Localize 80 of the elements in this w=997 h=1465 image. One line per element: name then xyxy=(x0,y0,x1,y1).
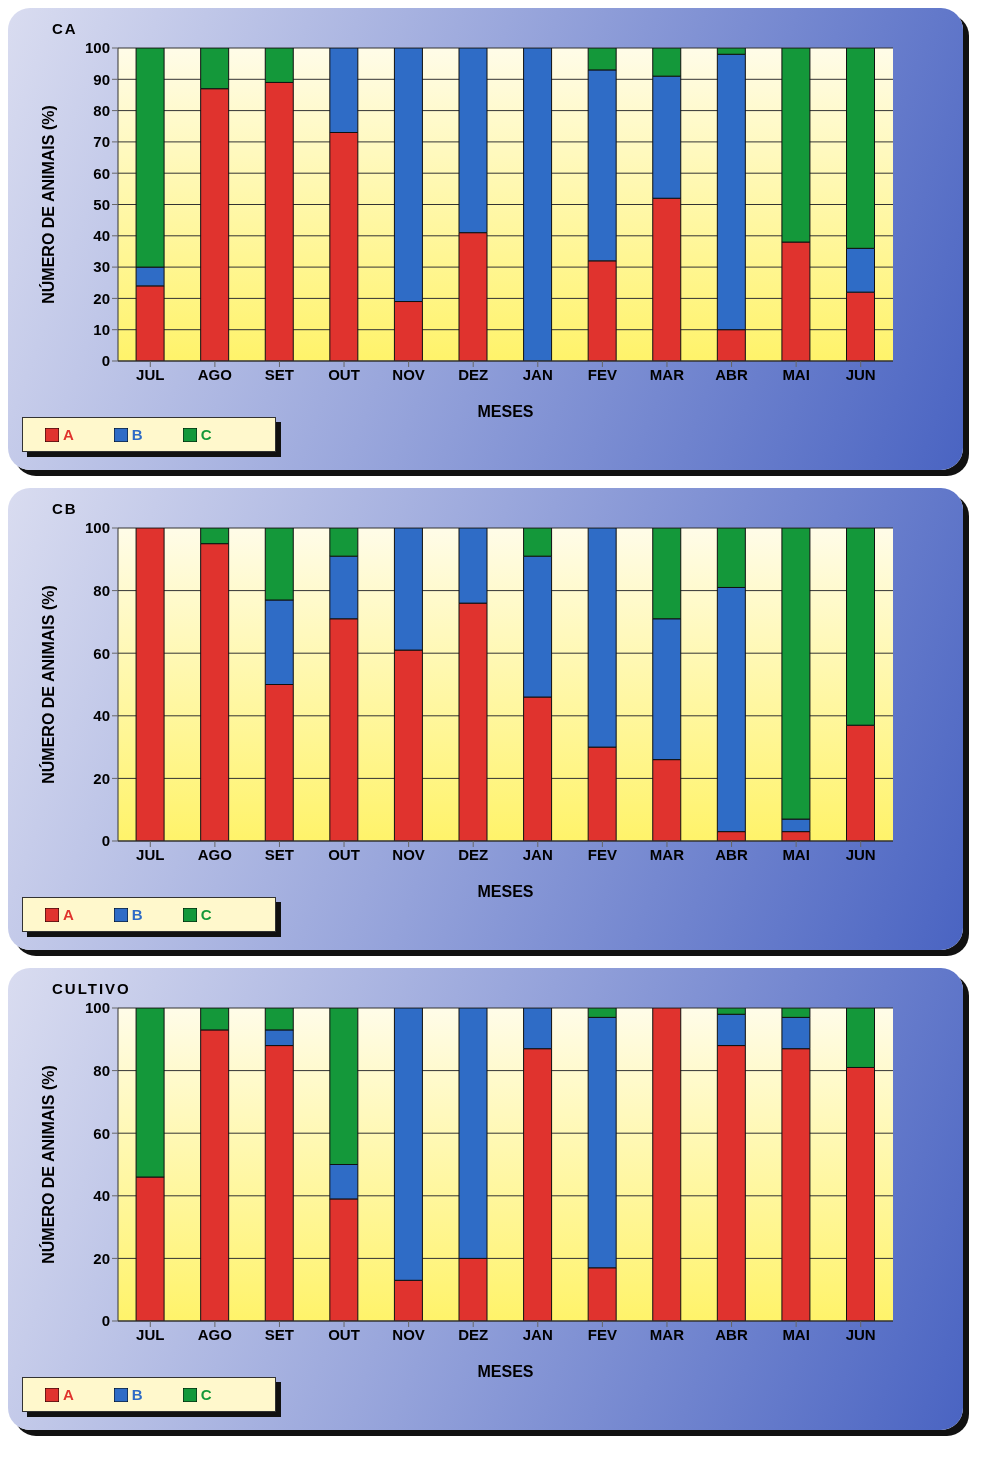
bar xyxy=(523,48,553,361)
y-tick-label: 60 xyxy=(93,644,110,662)
x-tick-label: JUN xyxy=(845,365,876,383)
y-tick-label: 30 xyxy=(93,258,110,276)
x-tick-label: SET xyxy=(264,845,295,863)
x-tick-label: JAN xyxy=(522,1325,553,1343)
x-tick-label: SET xyxy=(264,1325,295,1343)
y-tick-label: 80 xyxy=(93,1061,110,1079)
y-tick-label: 100 xyxy=(84,39,110,57)
x-tick-label: MAR xyxy=(649,1325,685,1343)
x-tick-label: JAN xyxy=(522,365,553,383)
text: A xyxy=(63,906,74,923)
x-tick-label: ABR xyxy=(715,1325,748,1343)
chart-title: CB xyxy=(52,500,78,517)
y-tick-label: 60 xyxy=(93,1124,110,1142)
x-tick-label: DEZ xyxy=(458,1325,489,1343)
x-tick-label: NOV xyxy=(392,1325,425,1343)
x-tick-label: JUN xyxy=(845,845,876,863)
x-tick-label: DEZ xyxy=(458,365,489,383)
x-tick-label: MAR xyxy=(649,365,685,383)
chart-title: CA xyxy=(52,20,78,37)
x-tick-label: MAI xyxy=(782,1325,810,1343)
y-tick-label: 70 xyxy=(93,133,110,151)
y-axis-title: NÚMERO DE ANIMAIS (%) xyxy=(38,105,57,304)
x-tick-label: OUT xyxy=(328,365,360,383)
y-tick-label: 20 xyxy=(93,769,110,787)
y-tick-label: 20 xyxy=(93,1249,110,1267)
x-tick-label: OUT xyxy=(328,845,360,863)
y-tick-label: 90 xyxy=(93,70,110,88)
y-tick-label: 0 xyxy=(101,832,110,850)
x-tick-label: JUN xyxy=(845,1325,876,1343)
y-tick-label: 0 xyxy=(101,1312,110,1330)
y-tick-label: 100 xyxy=(84,999,110,1017)
x-axis-title: MESES xyxy=(477,883,534,900)
x-tick-label: ABR xyxy=(715,365,748,383)
x-tick-label: JAN xyxy=(522,845,553,863)
x-tick-label: OUT xyxy=(328,1325,360,1343)
x-axis-title: MESES xyxy=(477,403,534,420)
x-tick-label: JUL xyxy=(136,1325,165,1343)
x-tick-label: MAR xyxy=(649,845,685,863)
x-tick-label: AGO xyxy=(197,1325,233,1343)
y-tick-label: 40 xyxy=(93,227,110,245)
y-tick-label: 80 xyxy=(93,101,110,119)
bar xyxy=(652,1008,682,1321)
y-axis-title: NÚMERO DE ANIMAIS (%) xyxy=(38,1065,57,1264)
chart-title: CULTIVO xyxy=(52,980,131,997)
x-tick-label: DEZ xyxy=(458,845,489,863)
x-tick-label: SET xyxy=(264,365,295,383)
x-tick-label: MAI xyxy=(782,365,810,383)
y-tick-label: 80 xyxy=(93,581,110,599)
x-tick-label: NOV xyxy=(392,365,425,383)
x-tick-label: AGO xyxy=(197,845,233,863)
y-tick-label: 50 xyxy=(93,195,110,213)
y-tick-label: 20 xyxy=(93,289,110,307)
y-tick-label: 60 xyxy=(93,164,110,182)
x-tick-label: FEV xyxy=(587,845,617,863)
x-axis-title: MESES xyxy=(477,1363,534,1380)
text: A xyxy=(63,426,74,443)
y-axis-title: NÚMERO DE ANIMAIS (%) xyxy=(38,585,57,784)
x-tick-label: ABR xyxy=(715,845,748,863)
legend-label: C xyxy=(200,906,212,923)
legend-label: B xyxy=(131,906,143,923)
x-tick-label: MAI xyxy=(782,845,810,863)
legend-label: B xyxy=(131,1386,143,1403)
y-tick-label: 40 xyxy=(93,1187,110,1205)
x-tick-label: FEV xyxy=(587,1325,617,1343)
x-tick-label: JUL xyxy=(136,365,165,383)
legend-label: B xyxy=(131,426,143,443)
legend-label: C xyxy=(200,1386,212,1403)
y-tick-label: 0 xyxy=(101,352,110,370)
y-tick-label: 100 xyxy=(84,519,110,537)
text: A xyxy=(63,1386,74,1403)
y-tick-label: 40 xyxy=(93,707,110,725)
x-tick-label: AGO xyxy=(197,365,233,383)
x-tick-label: FEV xyxy=(587,365,617,383)
legend-label: C xyxy=(200,426,212,443)
bar xyxy=(135,528,165,841)
x-tick-label: JUL xyxy=(136,845,165,863)
x-tick-label: NOV xyxy=(392,845,425,863)
y-tick-label: 10 xyxy=(93,321,110,339)
